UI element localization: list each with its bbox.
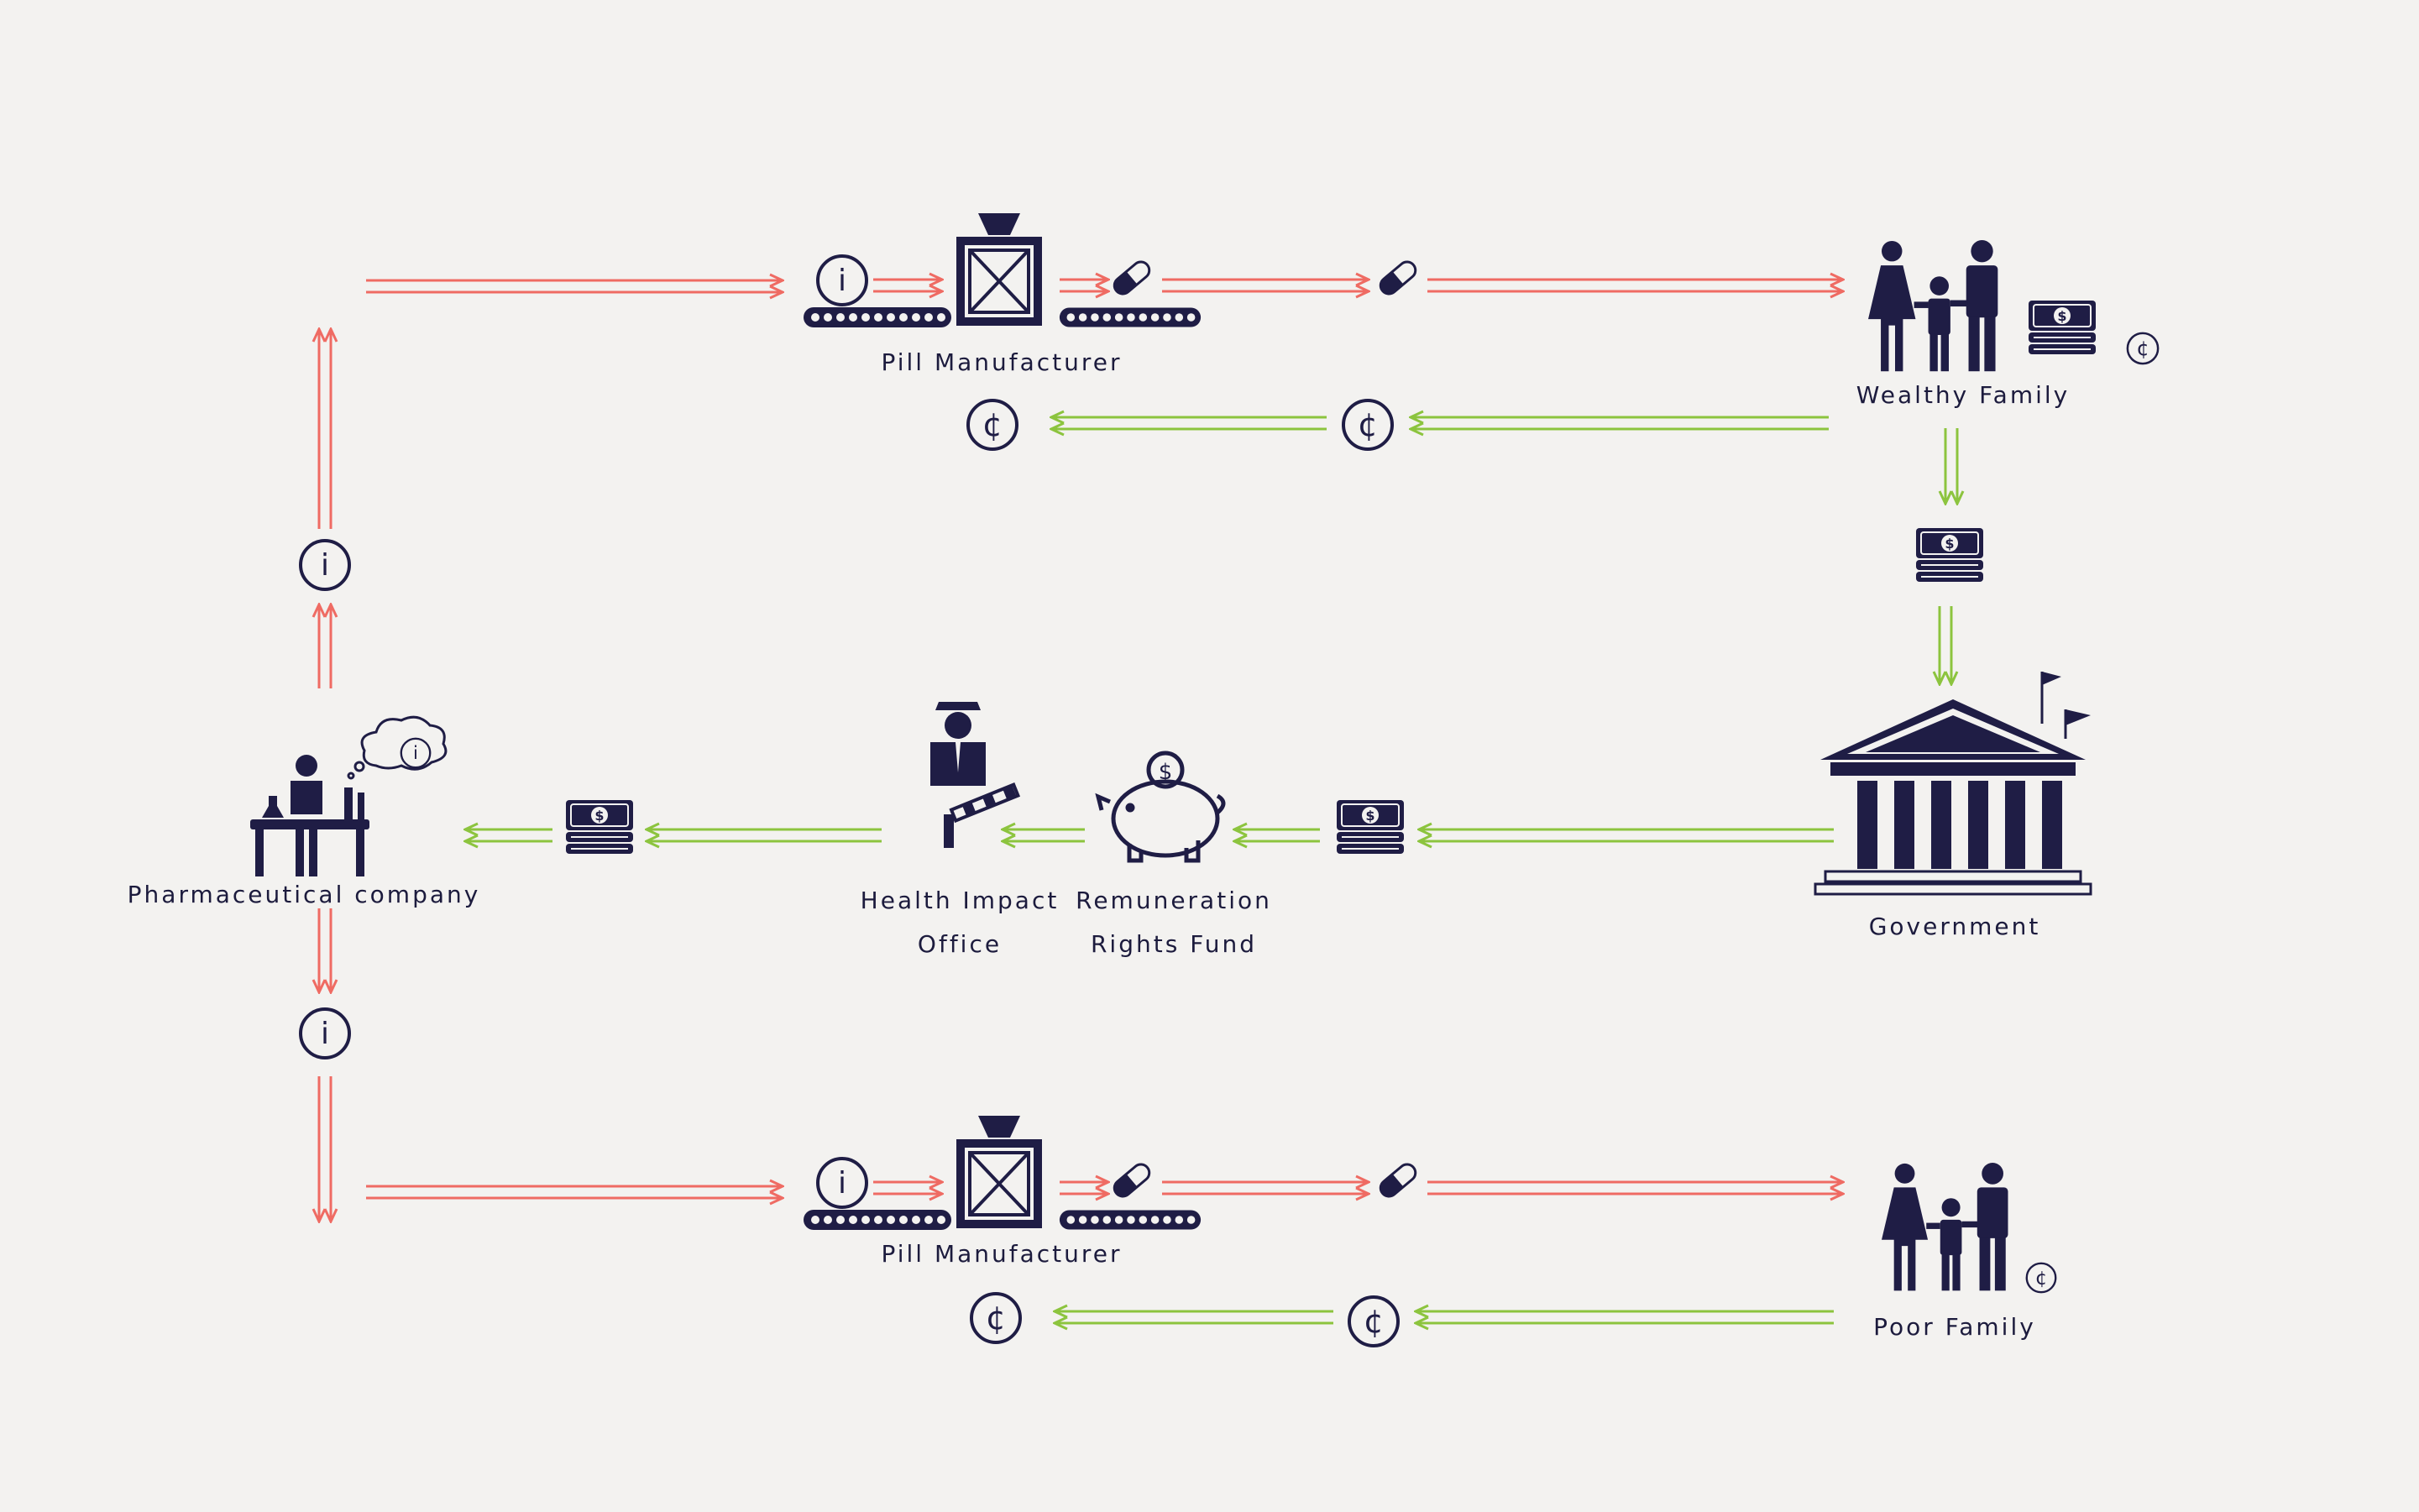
arrow-to-bottom-manufacturer — [366, 1186, 783, 1198]
arrow-pharma-up-upper — [319, 329, 331, 529]
info-icon — [816, 254, 868, 306]
arrow-fund-to-office — [1003, 829, 1085, 841]
cent-coin-icon — [970, 1292, 1022, 1344]
wealthy-family-label: Wealthy Family — [1856, 381, 2071, 409]
arrow-wealthy-to-cent — [1411, 417, 1829, 429]
pill-machine-icon — [955, 212, 1044, 327]
info-icon — [400, 737, 432, 769]
cash-stack-icon — [1336, 799, 1405, 855]
cent-coin-icon — [2126, 332, 2160, 365]
arrow-pharma-up-lower — [319, 604, 331, 688]
piggy-bank-icon: $ — [1095, 751, 1226, 863]
arrow-office-to-cash — [647, 829, 882, 841]
wealthy-family-icon — [1868, 240, 1998, 372]
pharmaceutical-researcher-icon — [250, 755, 369, 876]
arrow-government-to-cash — [1419, 829, 1834, 841]
cash-stack-icon — [565, 799, 634, 855]
poor-family-label: Poor Family — [1873, 1313, 2036, 1341]
arrow-cent-to-cent-top — [1051, 417, 1327, 429]
arrow-cash-down-to-government — [1940, 606, 1951, 684]
health-officer-barrier-icon — [930, 702, 1021, 848]
info-icon — [816, 1157, 868, 1209]
arrow-wealthy-down-to-cash — [1945, 428, 1957, 504]
pill-machine-icon — [955, 1114, 1044, 1230]
arrow-top-pill-to-wealthy — [1427, 280, 1843, 291]
conveyor-belt-icon — [804, 307, 951, 327]
pill-manufacturer-bottom-label: Pill Manufacturer — [881, 1240, 1122, 1268]
arrow-bottom-pill-to-pill — [1162, 1182, 1369, 1194]
pill-icon — [1375, 1159, 1421, 1201]
cent-coin-icon — [1348, 1295, 1400, 1347]
pharmaceutical-company-label: Pharmaceutical company — [128, 881, 481, 908]
arrow-pharma-down-upper — [319, 908, 331, 992]
cash-stack-icon — [1914, 526, 1985, 583]
arrow-cash-to-fund — [1234, 829, 1320, 841]
cash-stack-icon — [2028, 300, 2097, 355]
thought-cloud-icon — [347, 715, 448, 780]
conveyor-belt-icon — [1059, 1210, 1202, 1230]
arrow-poor-to-cent — [1416, 1311, 1834, 1323]
arrow-cent-to-cent-bottom — [1055, 1311, 1333, 1323]
pill-icon — [1109, 1159, 1155, 1201]
arrow-top-pill-to-pill — [1162, 280, 1369, 291]
arrow-bottom-info-to-machine — [873, 1182, 942, 1194]
cent-coin-icon — [966, 399, 1018, 451]
cent-coin-icon — [1342, 399, 1394, 451]
information-flow-arrows — [319, 280, 1843, 1222]
remuneration-rights-fund-label-line1: Remuneration — [1076, 887, 1272, 914]
remuneration-rights-fund-label-line2: Rights Fund — [1091, 930, 1257, 958]
arrow-to-top-manufacturer — [366, 280, 783, 292]
arrow-pharma-down-lower — [319, 1076, 331, 1222]
pill-icon — [1109, 257, 1155, 299]
info-icon — [299, 539, 351, 591]
money-flow-arrows — [465, 417, 1957, 1323]
conveyor-belt-icon — [1059, 307, 1202, 327]
arrow-cash-to-pharma — [465, 829, 552, 841]
pill-icon — [1375, 257, 1421, 299]
cent-coin-icon — [2025, 1262, 2057, 1294]
arrow-bottom-pill-to-poor — [1427, 1182, 1843, 1194]
government-label: Government — [1869, 913, 2041, 940]
government-building-icon — [1814, 672, 2092, 896]
svg-text:$: $ — [1159, 760, 1173, 785]
pill-manufacturer-top-label: Pill Manufacturer — [881, 348, 1122, 376]
conveyor-belt-icon — [804, 1210, 951, 1230]
health-impact-office-label-line2: Office — [918, 930, 1002, 958]
arrow-top-info-to-machine — [873, 280, 942, 291]
health-impact-office-label-line1: Health Impact — [861, 887, 1060, 914]
arrow-bottom-machine-to-pill — [1060, 1182, 1108, 1194]
poor-family-icon — [1882, 1163, 2008, 1291]
info-icon — [299, 1007, 351, 1059]
arrow-top-machine-to-pill — [1060, 280, 1108, 291]
